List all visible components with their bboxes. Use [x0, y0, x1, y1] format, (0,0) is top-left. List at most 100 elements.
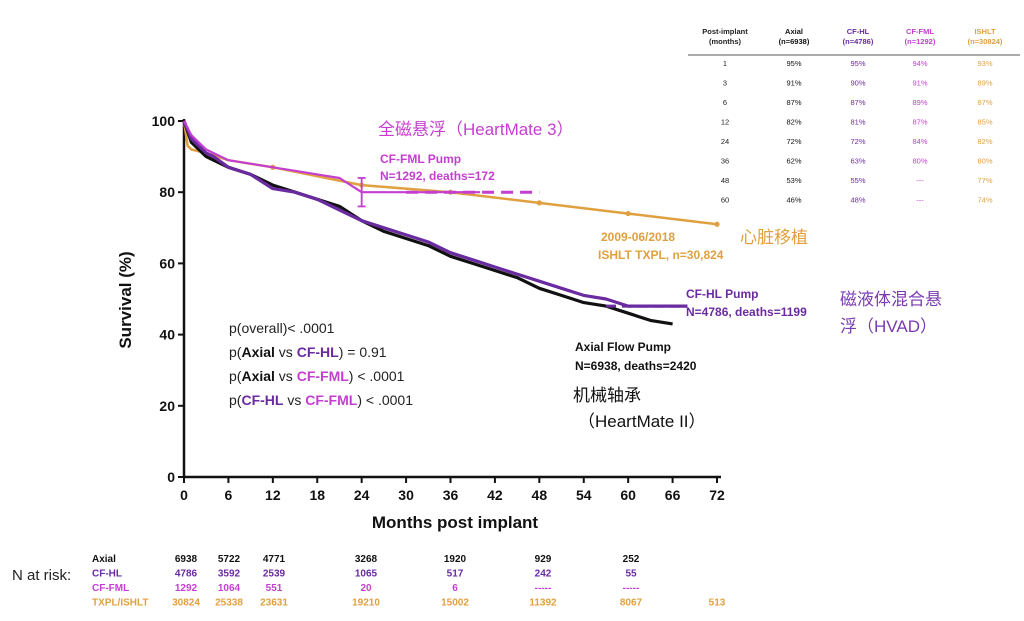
y-tick-label: 40: [159, 327, 175, 343]
x-tick-label: 6: [225, 487, 233, 503]
cfml-series-line: [183, 120, 481, 194]
table-cell: 3: [723, 79, 727, 88]
table-cell: ---: [916, 176, 924, 185]
x-tick-label: 24: [354, 487, 370, 503]
table-cell: 89%: [977, 79, 992, 88]
cfml-pump-label: CF-FML Pump: [380, 152, 461, 166]
p-value-line: p(Axial vs CF-HL) = 0.91: [229, 344, 387, 360]
p-value-segment: ) < .0001: [349, 368, 405, 384]
p-value-segment: ) = 0.91: [339, 344, 387, 360]
table-cell: 77%: [977, 176, 992, 185]
risk-value: 3592: [218, 569, 241, 580]
cfml-count-label: N=1292, deaths=172: [380, 169, 495, 183]
x-ticks: 0 6 12 18 24 30 36 42 48 54 60 66 72: [180, 477, 725, 503]
risk-value: 5722: [218, 554, 241, 565]
risk-value: 517: [447, 569, 464, 580]
table-cell: 87%: [977, 98, 992, 107]
table-cell: 62%: [786, 157, 801, 166]
risk-value: 11392: [529, 598, 557, 609]
risk-value: 23631: [260, 598, 288, 609]
table-cell: 48: [721, 176, 729, 185]
ishlt-count-label: ISHLT TXPL, n=30,824: [598, 248, 724, 262]
table-header-cell: ISHLT: [974, 27, 996, 36]
ishlt-chinese-label: 心脏移植: [740, 228, 808, 247]
y-tick-label: 60: [159, 255, 175, 271]
table-cell: 60: [721, 196, 729, 205]
p-value-segment: CF-FML: [305, 392, 358, 408]
table-cell: 6: [723, 98, 727, 107]
risk-value: 1292: [175, 583, 198, 594]
x-tick-label: 18: [309, 487, 325, 503]
p-value-segment: p(: [229, 344, 242, 360]
table-cell: 82%: [977, 137, 992, 146]
y-axis-title: Survival (%): [116, 251, 135, 348]
y-tick-label: 80: [159, 184, 175, 200]
risk-value: -----: [623, 583, 640, 594]
x-tick-label: 0: [180, 487, 188, 503]
p-value-segment: vs: [275, 344, 297, 360]
x-tick-label: 54: [576, 487, 592, 503]
axial-pump-label: Axial Flow Pump: [575, 340, 671, 354]
risk-value: -----: [535, 583, 552, 594]
risk-value: 3268: [355, 554, 378, 565]
n-at-risk-table: N at risk: Axial 6938 5722 4771 3268 1920 929 25…: [12, 554, 726, 609]
p-value-segment: p(: [229, 368, 242, 384]
risk-value: 1064: [218, 583, 241, 594]
table-cell: 63%: [850, 157, 865, 166]
table-cell: 95%: [850, 59, 865, 68]
risk-value: 6: [452, 583, 458, 594]
cfhl-pump-label: CF-HL Pump: [686, 287, 758, 301]
risk-value: 1065: [355, 569, 378, 580]
risk-value: 55: [625, 569, 637, 580]
table-cell: 72%: [786, 137, 801, 146]
risk-row-name: Axial: [92, 554, 116, 565]
table-cell: 87%: [850, 98, 865, 107]
plot-area: 0 6 12 18 24 30 36 42 48 54 60 66 72 0 20 40 60 80 100: [152, 113, 725, 503]
p-value-segment: vs: [275, 368, 297, 384]
n-at-risk-label: N at risk:: [12, 567, 71, 584]
table-cell: 91%: [786, 79, 801, 88]
cfhl-chinese-line2: 浮（HVAD）: [840, 317, 937, 336]
p-value-segment: p(overall)< .0001: [229, 320, 335, 336]
x-tick-label: 12: [265, 487, 281, 503]
y-tick-label: 0: [167, 469, 175, 485]
table-cell: 80%: [977, 157, 992, 166]
table-cell: 53%: [786, 176, 801, 185]
table-header-cell: (n=4786): [843, 37, 874, 46]
y-tick-label: 20: [159, 398, 175, 414]
table-header-cell: (n=1292): [905, 37, 936, 46]
table-cell: 74%: [977, 196, 992, 205]
table-cell: 87%: [786, 98, 801, 107]
table-cell: 87%: [912, 118, 927, 127]
table-cell: 85%: [977, 118, 992, 127]
axial-chinese-line1: 机械轴承: [573, 386, 641, 405]
table-header-cell: (months): [709, 37, 742, 46]
series-layer: [182, 120, 720, 326]
risk-value: 6938: [175, 554, 198, 565]
table-cell: 1: [723, 59, 727, 68]
table-cell: 90%: [850, 79, 865, 88]
risk-value: 242: [535, 569, 552, 580]
table-cell: 84%: [912, 137, 927, 146]
risk-row-name: TXPL/ISHLT: [92, 598, 148, 609]
risk-value: 19210: [352, 598, 380, 609]
ishlt-point: [625, 210, 631, 217]
table-cell: ---: [916, 196, 924, 205]
table-header-cell: CF-HL: [847, 27, 870, 36]
p-value-segment: Axial: [241, 368, 274, 384]
ishlt-point: [714, 221, 720, 227]
table-cell: 81%: [850, 118, 865, 127]
y-tick-label: 100: [152, 113, 176, 129]
ishlt-date-label: 2009-06/2018: [601, 230, 675, 244]
risk-value: 30824: [172, 598, 200, 609]
x-tick-label: 30: [398, 487, 414, 503]
table-cell: 72%: [850, 137, 865, 146]
p-value-segment: CF-HL: [241, 392, 283, 408]
table-cell: 36: [721, 157, 729, 166]
axial-count-label: N=6938, deaths=2420: [575, 359, 697, 373]
risk-value: 1920: [444, 554, 467, 565]
p-value-segment: p(: [229, 392, 242, 408]
table-cell: 80%: [912, 157, 927, 166]
